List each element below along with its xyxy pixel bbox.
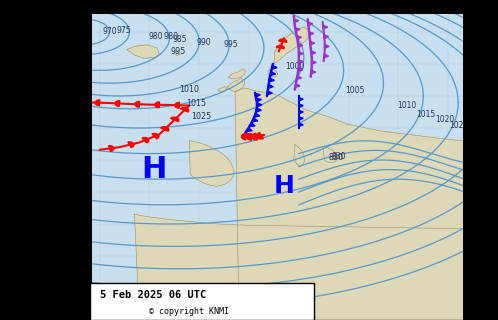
Polygon shape bbox=[255, 93, 260, 97]
Polygon shape bbox=[268, 69, 278, 77]
Polygon shape bbox=[128, 142, 134, 148]
Polygon shape bbox=[294, 19, 299, 22]
Text: 985: 985 bbox=[172, 35, 187, 44]
Text: 1025: 1025 bbox=[449, 121, 469, 130]
Text: 980: 980 bbox=[148, 32, 163, 41]
Polygon shape bbox=[299, 98, 303, 101]
Polygon shape bbox=[235, 88, 498, 320]
Bar bbox=[463, 0, 498, 320]
Polygon shape bbox=[270, 72, 275, 76]
Polygon shape bbox=[256, 108, 261, 112]
Text: H: H bbox=[142, 155, 167, 184]
Text: 830: 830 bbox=[331, 152, 346, 161]
Polygon shape bbox=[227, 78, 245, 92]
Polygon shape bbox=[269, 78, 274, 82]
Polygon shape bbox=[244, 132, 250, 136]
Polygon shape bbox=[312, 61, 316, 64]
Text: 1010: 1010 bbox=[179, 85, 199, 94]
Polygon shape bbox=[297, 36, 301, 39]
Polygon shape bbox=[279, 39, 286, 42]
Polygon shape bbox=[310, 42, 315, 45]
Polygon shape bbox=[181, 108, 189, 112]
Text: 1025: 1025 bbox=[192, 112, 212, 121]
Polygon shape bbox=[324, 35, 329, 38]
Polygon shape bbox=[294, 145, 305, 167]
Polygon shape bbox=[299, 52, 303, 55]
Polygon shape bbox=[274, 27, 310, 64]
Polygon shape bbox=[299, 110, 303, 114]
Polygon shape bbox=[155, 102, 159, 108]
Polygon shape bbox=[152, 133, 159, 139]
Polygon shape bbox=[256, 133, 263, 139]
Polygon shape bbox=[295, 84, 300, 87]
Polygon shape bbox=[134, 214, 498, 320]
Polygon shape bbox=[257, 103, 262, 107]
Polygon shape bbox=[127, 45, 159, 58]
Polygon shape bbox=[299, 60, 303, 63]
Polygon shape bbox=[115, 101, 120, 106]
Polygon shape bbox=[299, 117, 303, 120]
Polygon shape bbox=[272, 65, 277, 69]
Polygon shape bbox=[311, 51, 316, 54]
Polygon shape bbox=[247, 134, 251, 140]
Polygon shape bbox=[252, 118, 258, 122]
Polygon shape bbox=[135, 101, 139, 107]
Text: 1005: 1005 bbox=[346, 86, 365, 95]
Text: 995: 995 bbox=[171, 47, 186, 56]
Polygon shape bbox=[247, 128, 252, 132]
Polygon shape bbox=[218, 86, 227, 92]
Polygon shape bbox=[142, 138, 149, 143]
Text: 1000: 1000 bbox=[285, 62, 305, 71]
FancyBboxPatch shape bbox=[90, 283, 314, 320]
Polygon shape bbox=[299, 123, 303, 126]
Polygon shape bbox=[171, 117, 179, 122]
Text: 1015: 1015 bbox=[187, 99, 207, 108]
Polygon shape bbox=[249, 123, 255, 127]
Text: 1015: 1015 bbox=[416, 110, 436, 119]
Polygon shape bbox=[298, 68, 303, 71]
Bar bbox=[0, 0, 498, 14]
Polygon shape bbox=[276, 45, 284, 49]
Polygon shape bbox=[242, 133, 248, 140]
Text: 975: 975 bbox=[116, 26, 130, 36]
Polygon shape bbox=[254, 113, 260, 117]
Polygon shape bbox=[267, 91, 272, 95]
Polygon shape bbox=[299, 104, 303, 107]
Polygon shape bbox=[256, 98, 261, 102]
Polygon shape bbox=[295, 28, 300, 31]
Polygon shape bbox=[175, 102, 179, 108]
Polygon shape bbox=[311, 70, 316, 74]
Text: © copyright KNMI: © copyright KNMI bbox=[149, 307, 230, 316]
Polygon shape bbox=[161, 127, 169, 131]
Polygon shape bbox=[251, 133, 257, 140]
Polygon shape bbox=[308, 22, 313, 26]
Polygon shape bbox=[189, 141, 234, 186]
Polygon shape bbox=[95, 100, 100, 106]
Text: 990: 990 bbox=[196, 38, 211, 47]
Bar bbox=[0, 0, 92, 320]
Text: 1010: 1010 bbox=[397, 101, 417, 110]
Text: 995: 995 bbox=[224, 40, 238, 50]
Polygon shape bbox=[297, 76, 301, 79]
Polygon shape bbox=[109, 146, 114, 151]
Polygon shape bbox=[325, 45, 329, 48]
Polygon shape bbox=[228, 69, 245, 78]
Polygon shape bbox=[298, 44, 303, 47]
Text: 830: 830 bbox=[329, 153, 344, 162]
Text: 980: 980 bbox=[163, 32, 178, 41]
Polygon shape bbox=[174, 52, 180, 55]
Polygon shape bbox=[323, 26, 328, 29]
Polygon shape bbox=[324, 54, 329, 58]
Polygon shape bbox=[268, 84, 273, 88]
Text: 5 Feb 2025 06 UTC: 5 Feb 2025 06 UTC bbox=[100, 290, 206, 300]
Polygon shape bbox=[309, 32, 314, 35]
Text: 970: 970 bbox=[102, 27, 117, 36]
Text: 1020: 1020 bbox=[435, 116, 455, 124]
Polygon shape bbox=[323, 147, 338, 163]
Text: H: H bbox=[273, 173, 294, 197]
